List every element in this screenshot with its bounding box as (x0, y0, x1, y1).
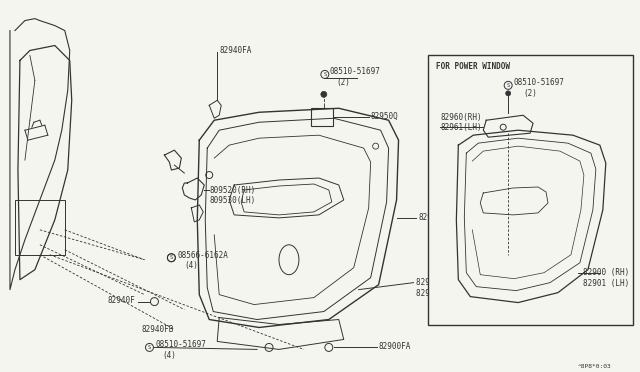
Text: ^8P8*0:03: ^8P8*0:03 (578, 364, 612, 369)
Text: 809520(RH): 809520(RH) (209, 186, 255, 195)
Text: (2): (2) (523, 89, 537, 98)
Bar (428, 55, 633, 324)
Circle shape (506, 91, 511, 96)
Bar (311, 108, 333, 126)
Text: 82900F: 82900F (419, 213, 446, 222)
Text: 82950Q: 82950Q (371, 112, 399, 121)
Text: 82901 (LH): 82901 (LH) (415, 289, 461, 298)
Text: (4): (4) (184, 261, 198, 270)
Text: S: S (148, 345, 151, 350)
Text: 08510-51697: 08510-51697 (156, 340, 206, 349)
Circle shape (321, 92, 327, 97)
Text: 809530(LH): 809530(LH) (209, 196, 255, 205)
Text: 82901 (LH): 82901 (LH) (583, 279, 629, 288)
Text: 82900FA: 82900FA (379, 343, 411, 352)
Text: S: S (170, 255, 173, 260)
Text: 82900 (RH): 82900 (RH) (583, 268, 629, 277)
Text: 08566-6162A: 08566-6162A (177, 251, 228, 260)
Text: FOR POWER WINDOW: FOR POWER WINDOW (436, 62, 511, 71)
Bar (15, 200, 65, 255)
Text: 82900 (RH): 82900 (RH) (415, 278, 461, 287)
Text: (4): (4) (163, 352, 176, 360)
Text: 08510-51697: 08510-51697 (513, 78, 564, 87)
Text: 82940F: 82940F (108, 296, 136, 305)
Text: 82960(RH): 82960(RH) (440, 113, 482, 122)
Text: S: S (506, 83, 510, 88)
Text: 82940FB: 82940FB (141, 324, 174, 334)
Text: 82961(LH): 82961(LH) (440, 123, 482, 132)
Text: (2): (2) (337, 78, 351, 87)
Text: 08510-51697: 08510-51697 (330, 67, 381, 76)
Text: 82940FA: 82940FA (220, 45, 252, 55)
Text: S: S (323, 72, 326, 77)
